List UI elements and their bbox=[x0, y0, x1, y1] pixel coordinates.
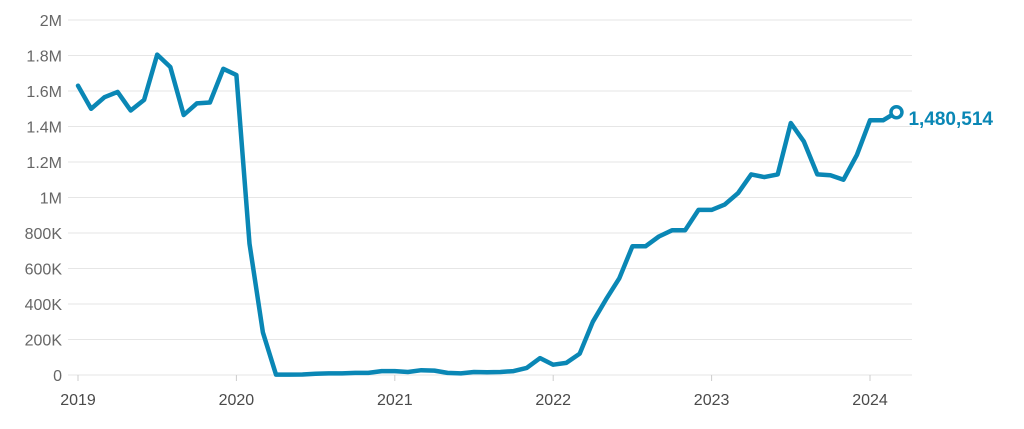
y-axis-tick-labels: 0 200K 400K 600K 800K 1M 1.2M 1.4M 1.6M 1.8M 2M bbox=[25, 13, 63, 385]
series-line bbox=[75, 52, 899, 377]
y-tick-label: 2M bbox=[40, 13, 62, 30]
y-tick-label: 1.6M bbox=[26, 84, 62, 101]
y-tick-label: 1.4M bbox=[26, 120, 62, 137]
x-tick-label: 2022 bbox=[535, 392, 571, 409]
y-tick-label: 600K bbox=[25, 262, 63, 279]
y-tick-label: 1.2M bbox=[26, 155, 62, 172]
x-tick-label: 2019 bbox=[60, 392, 96, 409]
y-tick-label: 1.8M bbox=[26, 49, 62, 66]
end-value-label: 1,480,514 bbox=[908, 109, 993, 130]
end-point-marker bbox=[889, 104, 904, 120]
x-tick-label: 2020 bbox=[219, 392, 255, 409]
y-tick-label: 800K bbox=[25, 226, 63, 243]
x-tick-label: 2021 bbox=[377, 392, 413, 409]
y-grid-lines bbox=[68, 19, 912, 376]
y-tick-label: 400K bbox=[25, 297, 63, 314]
y-tick-label: 0 bbox=[53, 368, 62, 385]
y-tick-label: 200K bbox=[25, 333, 63, 350]
x-axis-tick-labels: 2019 2020 2021 2022 2023 2024 bbox=[60, 375, 888, 409]
y-tick-label: 1M bbox=[40, 191, 62, 208]
x-tick-label: 2023 bbox=[694, 392, 730, 409]
x-tick-label: 2024 bbox=[852, 392, 888, 409]
